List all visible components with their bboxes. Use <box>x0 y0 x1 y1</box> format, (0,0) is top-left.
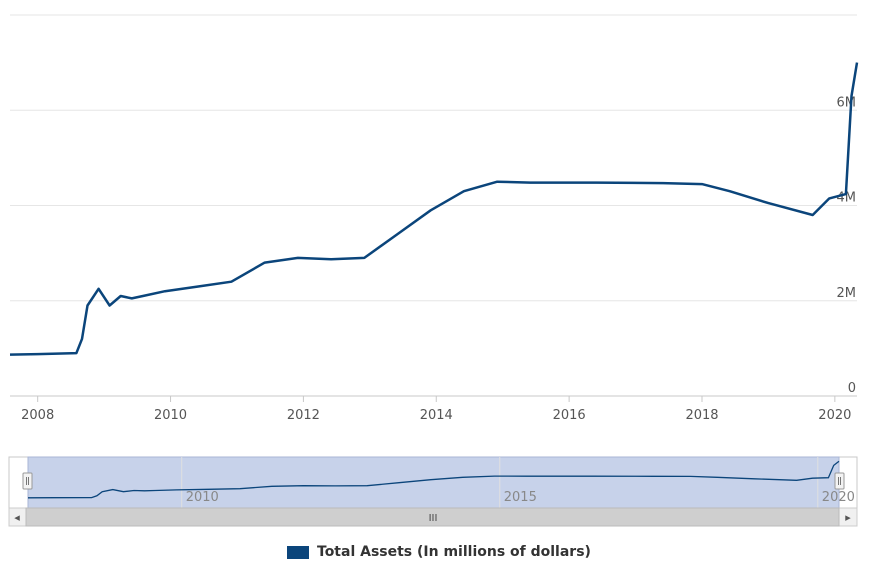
y-tick-label: 0 <box>848 381 856 396</box>
x-tick-label: 2010 <box>154 408 187 423</box>
x-tick-label: 2018 <box>685 408 718 423</box>
x-tick-labels: 2008 2010 2012 2014 2016 2018 2020 <box>21 396 851 423</box>
legend[interactable]: Total Assets (In millions of dollars) <box>287 544 591 560</box>
navigator-label: 2010 <box>186 490 219 505</box>
x-tick-label: 2008 <box>21 408 54 423</box>
navigator-left-handle[interactable] <box>22 472 33 490</box>
scrollbar-grip: III <box>429 513 438 524</box>
navigator-selection[interactable] <box>27 456 840 509</box>
scrollbar-thumb[interactable] <box>25 507 840 527</box>
navigator-labels: 2010 2015 2020 <box>181 457 855 508</box>
navigator-series-line <box>27 460 840 499</box>
x-tick-label: 2012 <box>287 408 320 423</box>
series-line-total-assets <box>9 62 859 356</box>
legend-label: Total Assets (In millions of dollars) <box>317 544 591 560</box>
legend-swatch <box>287 545 309 559</box>
navigator-label: 2015 <box>504 490 537 505</box>
gridlines <box>10 14 857 397</box>
x-tick-label: 2020 <box>818 408 851 423</box>
y-tick-label: 2M <box>837 286 857 301</box>
y-tick-label: 6M <box>837 95 857 110</box>
scroll-left-arrow-icon[interactable]: ◂ <box>14 511 20 524</box>
navigator-label: 2020 <box>822 490 855 505</box>
scroll-right-arrow-icon[interactable]: ▸ <box>845 511 851 524</box>
navigator-right-handle[interactable] <box>834 472 845 490</box>
x-tick-label: 2014 <box>420 408 453 423</box>
x-tick-label: 2016 <box>553 408 586 423</box>
